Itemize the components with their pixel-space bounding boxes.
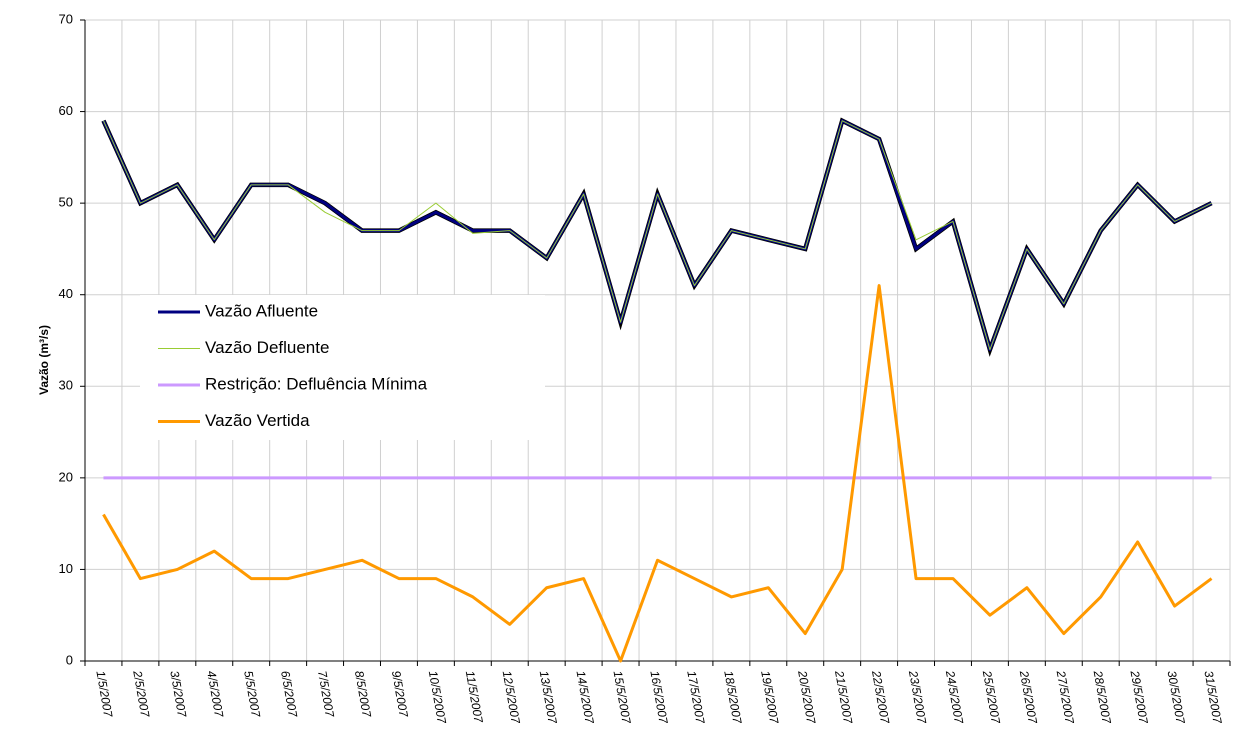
y-tick-label: 70 — [59, 11, 73, 26]
legend-label: Vazão Vertida — [205, 411, 310, 430]
x-tick-label: 29/5/2007 — [1127, 669, 1150, 726]
series-line — [102, 284, 1213, 663]
x-tick-label: 16/5/2007 — [647, 670, 670, 726]
x-tick-label: 24/5/2007 — [943, 669, 966, 726]
y-tick-label: 30 — [59, 378, 73, 393]
x-tick-label: 14/5/2007 — [574, 670, 597, 726]
x-tick-label: 25/5/2007 — [980, 669, 1003, 726]
x-tick-label: 18/5/2007 — [721, 670, 744, 726]
x-tick-label: 7/5/2007 — [315, 670, 337, 720]
x-tick-label: 11/5/2007 — [463, 670, 486, 725]
y-axis-label: Vazão (m³/s) — [37, 325, 51, 395]
legend-box — [140, 295, 545, 440]
legend-label: Restrição: Defluência Mínima — [205, 374, 428, 393]
x-tick-label: 10/5/2007 — [426, 670, 449, 726]
x-tick-label: 27/5/2007 — [1054, 669, 1077, 726]
series-line — [103, 120, 1212, 351]
x-tick-label: 22/5/2007 — [869, 669, 892, 726]
y-tick-label: 40 — [59, 286, 73, 301]
x-tick-label: 4/5/2007 — [204, 670, 226, 720]
x-tick-label: 15/5/2007 — [610, 670, 633, 726]
x-tick-label: 6/5/2007 — [278, 670, 300, 720]
x-tick-label: 2/5/2007 — [130, 669, 152, 720]
x-tick-label: 12/5/2007 — [500, 670, 523, 726]
y-tick-label: 0 — [66, 652, 73, 667]
x-tick-label: 31/5/2007 — [1201, 670, 1224, 726]
x-tick-label: 30/5/2007 — [1165, 670, 1188, 726]
legend: Vazão Afluente Vazão Defluente Restrição: … — [140, 295, 545, 440]
x-tick-label: 28/5/2007 — [1090, 669, 1113, 726]
x-tick-label: 21/5/2007 — [832, 669, 855, 726]
legend-label: Vazão Defluente — [205, 338, 329, 357]
y-tick-label: 20 — [59, 469, 73, 484]
x-tick-label: 17/5/2007 — [684, 670, 707, 726]
x-tick-label: 1/5/2007 — [93, 670, 115, 720]
legend-label: Vazão Afluente — [205, 301, 318, 320]
x-tick-label: 9/5/2007 — [389, 670, 411, 720]
y-tick-label: 50 — [59, 195, 73, 210]
y-tick-label: 10 — [59, 561, 73, 576]
x-tick-label: 3/5/2007 — [167, 670, 189, 720]
x-tick-label: 13/5/2007 — [537, 670, 560, 726]
x-tick-label: 23/5/2007 — [906, 669, 929, 726]
x-tick-label: 26/5/2007 — [1017, 669, 1040, 726]
x-tick-label: 19/5/2007 — [758, 670, 781, 726]
y-tick-label: 60 — [59, 103, 73, 118]
x-tick-label: 20/5/2007 — [795, 669, 818, 726]
x-tick-label: 5/5/2007 — [241, 670, 263, 720]
x-tick-label: 8/5/2007 — [352, 670, 374, 720]
